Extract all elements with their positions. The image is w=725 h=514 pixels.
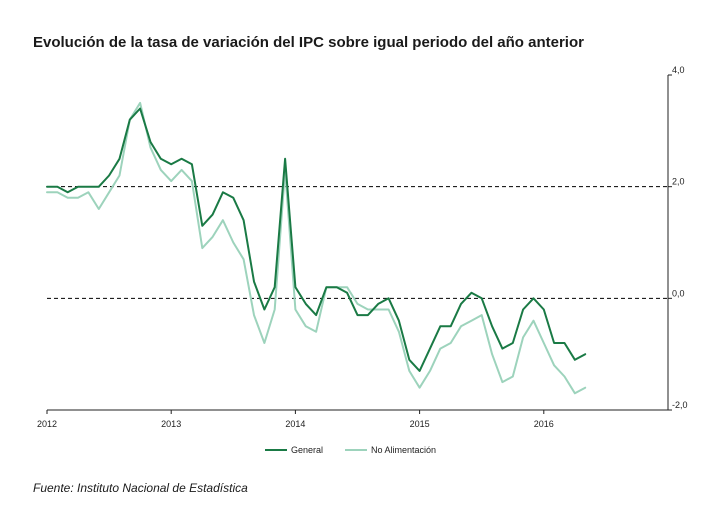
chart-title: Evolución de la tasa de variación del IP… [33,34,584,51]
legend-item-general: General [265,445,323,455]
x-tick-label: 2013 [161,419,181,429]
series-line-no-alimentacion [46,101,587,395]
legend-label: General [291,445,323,455]
series-lines [46,101,587,395]
y-tick-label: -2,0 [672,400,688,410]
legend: General No Alimentación [265,445,436,455]
source-note: Fuente: Instituto Nacional de Estadístic… [33,481,248,495]
x-tick-label: 2015 [410,419,430,429]
legend-item-no-alimentacion: No Alimentación [345,445,436,455]
legend-label: No Alimentación [371,445,436,455]
y-tick-label: 0,0 [672,288,685,298]
x-tick-label: 2012 [37,419,57,429]
x-tick-label: 2014 [285,419,305,429]
y-axis: 4,0 2,0 0,0 -2,0 [667,65,688,411]
series-line-general [46,107,587,372]
reference-lines [47,186,668,299]
x-axis: 2012 2013 2014 2015 2016 [37,409,668,429]
y-tick-label: 4,0 [672,65,685,75]
x-tick-label: 2016 [534,419,554,429]
y-tick-label: 2,0 [672,177,685,187]
